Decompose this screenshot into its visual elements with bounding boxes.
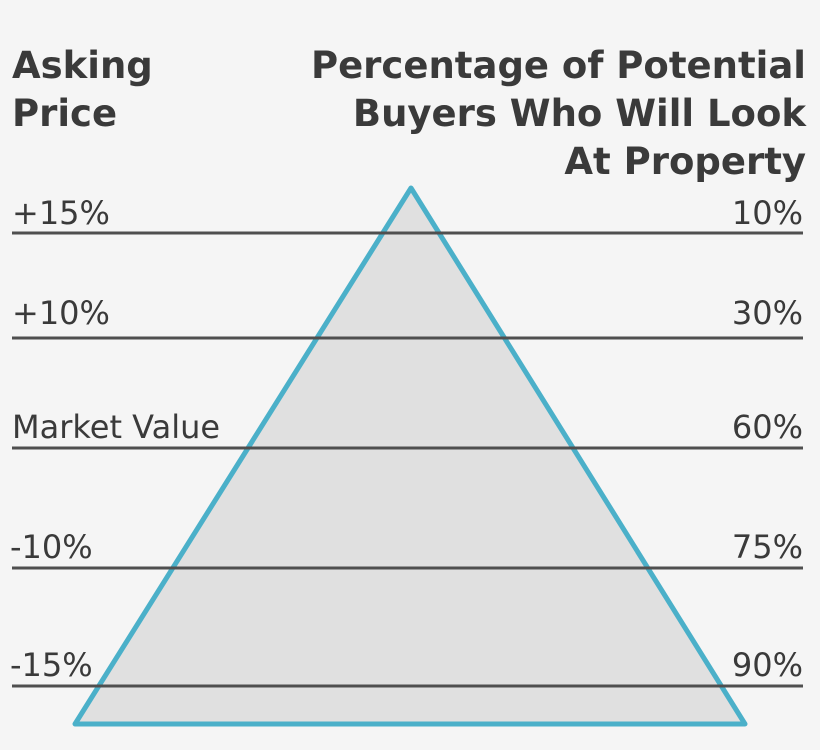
asking-price: -10% — [10, 528, 93, 566]
buyer-percentage: 75% — [732, 528, 803, 566]
pyramid — [72, 185, 748, 727]
buyer-percentage: 10% — [732, 194, 803, 232]
asking-price: +10% — [12, 294, 110, 332]
left-header-line: Price — [12, 92, 117, 135]
asking-price: Market Value — [12, 408, 220, 446]
buyer-percentage: 90% — [732, 646, 803, 684]
row: Market Value 60% — [12, 408, 803, 450]
left-header-line: Asking — [12, 44, 153, 87]
asking-price: +15% — [12, 194, 110, 232]
buyer-percentage: 30% — [732, 294, 803, 332]
right-header-line: Percentage of Potential — [311, 44, 806, 87]
asking-price: -15% — [10, 646, 93, 684]
row: -15% 90% — [10, 646, 803, 688]
row: -10% 75% — [10, 528, 803, 570]
row: +10% 30% — [12, 294, 803, 340]
right-header-line: At Property — [564, 140, 806, 183]
buyer-percentage: 60% — [732, 408, 803, 446]
right-header-line: Buyers Who Will Look — [353, 92, 808, 135]
row: +15% 10% — [12, 194, 803, 235]
